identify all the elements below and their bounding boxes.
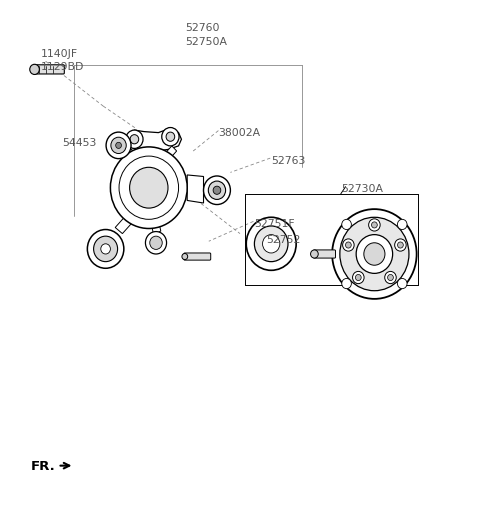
- Circle shape: [352, 272, 364, 284]
- Circle shape: [388, 275, 394, 281]
- Polygon shape: [149, 210, 161, 235]
- Text: 52730A: 52730A: [341, 183, 383, 193]
- Polygon shape: [120, 145, 146, 169]
- Text: 52763: 52763: [271, 155, 306, 165]
- Circle shape: [162, 128, 179, 147]
- Polygon shape: [122, 130, 181, 152]
- Circle shape: [106, 133, 131, 159]
- Circle shape: [369, 219, 380, 232]
- Circle shape: [130, 135, 139, 145]
- Circle shape: [101, 244, 110, 254]
- Circle shape: [166, 133, 175, 142]
- Text: FR.: FR.: [31, 459, 56, 472]
- Circle shape: [116, 143, 121, 149]
- Circle shape: [150, 237, 162, 250]
- Circle shape: [342, 279, 351, 289]
- Circle shape: [208, 182, 226, 200]
- Circle shape: [111, 138, 126, 154]
- Text: 38002A: 38002A: [218, 127, 261, 137]
- Polygon shape: [115, 208, 142, 234]
- Circle shape: [130, 168, 168, 209]
- Circle shape: [213, 187, 221, 195]
- Circle shape: [30, 65, 39, 75]
- FancyBboxPatch shape: [184, 253, 211, 261]
- Circle shape: [343, 239, 354, 251]
- Polygon shape: [187, 176, 204, 204]
- Circle shape: [355, 275, 361, 281]
- Circle shape: [397, 242, 403, 248]
- Text: 52752: 52752: [266, 234, 301, 244]
- Circle shape: [246, 218, 296, 271]
- Circle shape: [340, 218, 409, 291]
- Circle shape: [395, 239, 406, 251]
- Circle shape: [182, 254, 188, 260]
- Text: 52760: 52760: [185, 23, 219, 33]
- Circle shape: [332, 210, 417, 299]
- Circle shape: [87, 230, 124, 269]
- Circle shape: [204, 177, 230, 205]
- Circle shape: [311, 250, 318, 259]
- Text: 52750A: 52750A: [185, 37, 227, 47]
- FancyBboxPatch shape: [34, 66, 64, 75]
- Circle shape: [364, 243, 385, 266]
- Text: 1140JF: 1140JF: [41, 48, 78, 59]
- Circle shape: [126, 131, 143, 149]
- Circle shape: [254, 227, 288, 262]
- Text: 1129BD: 1129BD: [41, 62, 84, 72]
- Circle shape: [119, 157, 179, 220]
- Circle shape: [372, 222, 377, 229]
- Circle shape: [397, 220, 407, 230]
- FancyBboxPatch shape: [313, 250, 336, 259]
- Text: 54453: 54453: [62, 137, 97, 148]
- Circle shape: [397, 279, 407, 289]
- Circle shape: [346, 242, 351, 248]
- Circle shape: [356, 235, 393, 274]
- Circle shape: [94, 237, 118, 262]
- Circle shape: [110, 148, 187, 229]
- Polygon shape: [156, 147, 177, 168]
- Circle shape: [145, 232, 167, 254]
- Circle shape: [342, 220, 351, 230]
- Text: 52751F: 52751F: [254, 219, 295, 229]
- Circle shape: [385, 272, 396, 284]
- Circle shape: [263, 235, 280, 253]
